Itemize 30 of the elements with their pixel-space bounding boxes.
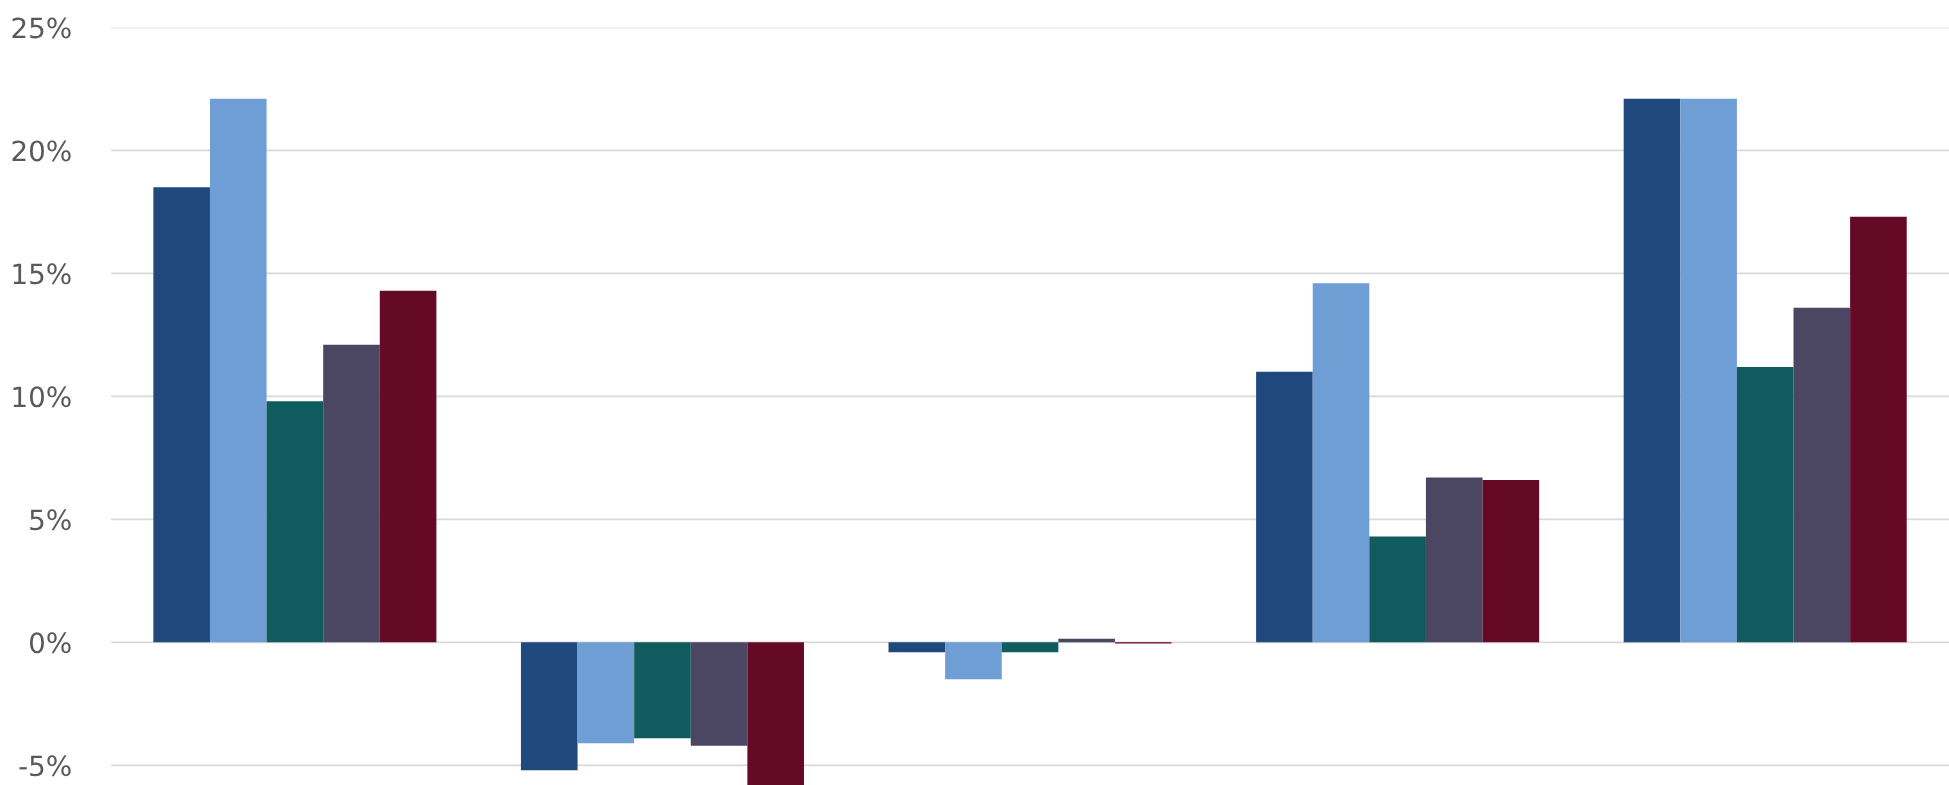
bar bbox=[1736, 366, 1794, 643]
y-tick-label: 25% bbox=[12, 17, 71, 39]
y-tick-label: 10% bbox=[13, 386, 71, 408]
y-tick-label: -5% bbox=[19, 755, 71, 777]
bar bbox=[1001, 642, 1059, 653]
y-tick-label: 0% bbox=[29, 632, 71, 654]
bar bbox=[323, 344, 380, 643]
bar bbox=[634, 642, 691, 739]
bar bbox=[520, 642, 578, 771]
bar bbox=[153, 187, 210, 643]
y-tick-label: 15% bbox=[13, 263, 71, 285]
bar bbox=[1312, 283, 1370, 643]
bar bbox=[1256, 371, 1313, 643]
bar bbox=[747, 642, 804, 785]
y-tick-label: 20% bbox=[12, 140, 71, 162]
bar bbox=[1623, 98, 1681, 643]
bar bbox=[209, 98, 267, 643]
bar bbox=[577, 642, 635, 744]
bar bbox=[1850, 216, 1907, 643]
bar bbox=[1425, 477, 1483, 643]
bar bbox=[690, 642, 748, 746]
bar bbox=[888, 642, 946, 653]
bar bbox=[266, 401, 324, 643]
bar bbox=[1369, 536, 1426, 643]
bar bbox=[1680, 98, 1737, 643]
bar bbox=[1793, 307, 1851, 643]
bar bbox=[379, 290, 437, 643]
bar bbox=[1482, 480, 1540, 643]
bar bbox=[945, 642, 1002, 680]
y-tick-label: 5% bbox=[30, 509, 71, 531]
